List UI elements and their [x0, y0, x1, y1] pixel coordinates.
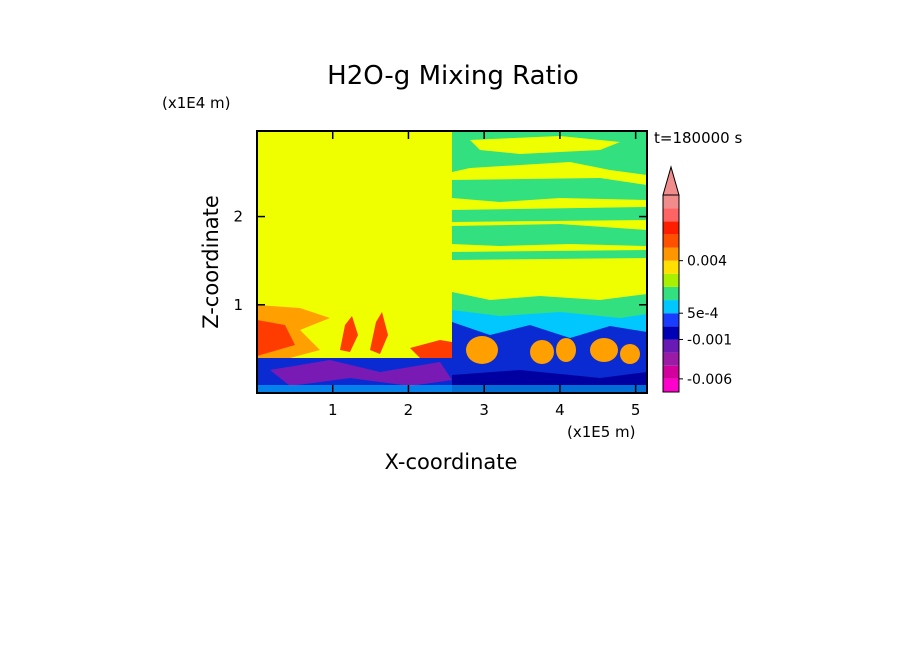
colorbar-label: -0.001: [687, 332, 732, 348]
orange-cell: [556, 338, 576, 362]
green-band: [452, 224, 647, 246]
colorbar-swatch: [663, 247, 679, 261]
y-unit-label: (x1E4 m): [162, 94, 231, 112]
x-tick-label: 4: [555, 401, 565, 419]
colorbar-frame: [662, 194, 680, 393]
x-unit-label: (x1E5 m): [567, 423, 636, 441]
colorbar-swatch: [663, 378, 679, 392]
x-tick-label: 1: [328, 401, 338, 419]
y-axis-title: Z-coordinate: [199, 195, 223, 329]
x-axis-title: X-coordinate: [385, 450, 518, 474]
orange-cell: [530, 340, 554, 364]
x-tick-label: 2: [404, 401, 414, 419]
colorbar-label: 5e-4: [687, 306, 719, 322]
x-tick-label: 3: [479, 401, 489, 419]
mixing-ratio-field: [257, 131, 647, 393]
colorbar-label: -0.006: [687, 372, 732, 388]
plot-frame: [256, 130, 648, 394]
plot-area: [256, 130, 648, 394]
orange-cell: [466, 336, 498, 364]
colorbar-swatch: [663, 352, 679, 366]
colorbar-label: 0.004: [687, 254, 727, 270]
colorbar-swatch: [663, 221, 679, 235]
colorbar-swatch: [663, 313, 679, 327]
x-tick-label: 5: [631, 401, 641, 419]
time-label: t=180000 s: [654, 129, 742, 147]
green-band: [452, 250, 647, 260]
colorbar-swatch: [663, 365, 679, 379]
colorbar-swatch: [663, 286, 679, 301]
orange-cell: [590, 338, 618, 362]
green-band: [452, 178, 647, 202]
colorbar-swatch: [663, 234, 679, 248]
colorbar: 0.004 5e-4 -0.001 -0.006: [662, 165, 732, 393]
colorbar-swatch: [663, 273, 679, 287]
colorbar-swatch: [663, 339, 679, 353]
colorbar-swatch: [663, 300, 679, 314]
red-region-left: [257, 320, 295, 356]
colorbar-extension-arrow: [662, 165, 680, 196]
cyan-surface: [257, 385, 647, 393]
red-region-right: [410, 340, 452, 358]
purple-band: [270, 360, 452, 386]
colorbar-swatch: [663, 326, 679, 340]
y-axis: 12: [233, 208, 647, 314]
red-plume: [370, 312, 388, 354]
y-tick-label: 1: [233, 296, 243, 314]
colorbar-swatch: [663, 260, 679, 274]
green-band: [452, 207, 647, 222]
chart-title: H2O-g Mixing Ratio: [327, 61, 579, 91]
yellow-patch: [470, 136, 620, 154]
y-tick-label: 2: [233, 208, 243, 226]
colorbar-swatch: [663, 208, 679, 222]
colorbar-swatch: [663, 195, 679, 209]
red-plume: [340, 316, 358, 352]
orange-cell: [620, 344, 640, 364]
x-axis: 1 2 3 4 5: [328, 131, 640, 419]
